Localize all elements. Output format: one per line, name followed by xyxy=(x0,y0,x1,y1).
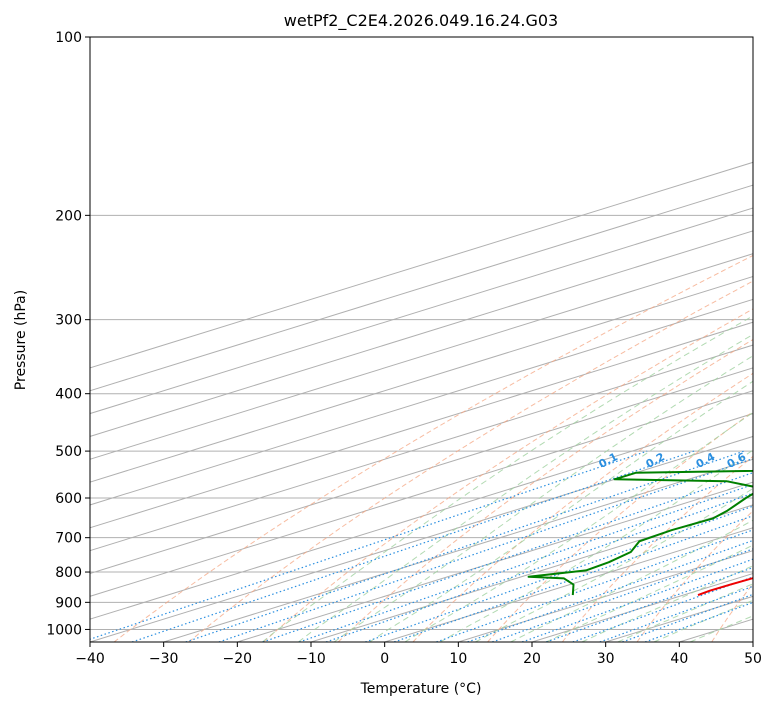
dry-adiabat xyxy=(337,338,753,642)
moist-adiabat xyxy=(475,487,753,642)
mixing-ratio-line xyxy=(325,492,753,642)
moist-adiabat xyxy=(369,380,753,642)
isotherm-line xyxy=(90,275,753,483)
x-tick-label: 40 xyxy=(670,651,688,667)
x-tick-label: −20 xyxy=(223,651,253,667)
isotherm-line xyxy=(90,413,753,620)
mixing-ratio-line xyxy=(365,505,753,642)
y-tick-label: 200 xyxy=(55,208,82,224)
moist-adiabat xyxy=(545,544,753,642)
moist-adiabat xyxy=(404,411,753,642)
mixing-ratio-line xyxy=(393,515,753,642)
isotherm-line xyxy=(237,481,753,642)
isotherm-line xyxy=(90,184,753,392)
moist-adiabat xyxy=(439,449,753,642)
dry-adiabat xyxy=(412,372,753,642)
y-tick-label: 700 xyxy=(55,531,82,547)
x-tick-label: 50 xyxy=(744,651,762,667)
isotherm-line xyxy=(90,367,753,574)
chart-title: wetPf2_C2E4.2026.049.16.24.G03 xyxy=(284,11,558,31)
y-tick-label: 900 xyxy=(55,595,82,611)
dry-adiabat xyxy=(636,510,753,642)
x-tick-label: −40 xyxy=(75,651,105,667)
dry-adiabat xyxy=(561,455,753,642)
moist-adiabat xyxy=(617,583,753,642)
x-tick-label: 20 xyxy=(523,651,541,667)
isotherm-line xyxy=(163,458,753,642)
isotherm-line xyxy=(90,298,753,506)
background-lines xyxy=(90,37,753,642)
moist-adiabat xyxy=(689,615,753,642)
mixing-ratio-line xyxy=(90,450,648,640)
dry-adiabat xyxy=(113,254,753,642)
isotherm-line xyxy=(90,207,753,415)
isotherm-line xyxy=(90,435,753,642)
mixing-ratio-line xyxy=(644,601,753,642)
x-tick-label: 30 xyxy=(597,651,615,667)
isotherm-line xyxy=(90,230,753,437)
moist-adiabat xyxy=(333,355,753,642)
isotherm-line xyxy=(90,390,753,597)
x-tick-label: −10 xyxy=(296,651,326,667)
y-tick-label: 100 xyxy=(55,30,82,46)
x-tick-label: 0 xyxy=(380,651,389,667)
dry-adiabat xyxy=(263,308,753,642)
mixing-ratio-line xyxy=(131,450,695,642)
dry-adiabat xyxy=(487,411,753,642)
profile-lines xyxy=(527,469,753,597)
axes: −40 −30 −20 −10 0 10 20 30 40 50 100 200 300 400 500 60… xyxy=(46,30,762,667)
plot-frame xyxy=(89,36,754,643)
x-axis-label: Temperature (°C) xyxy=(360,681,482,697)
moist-adiabat xyxy=(298,333,753,642)
y-tick-label: 400 xyxy=(55,387,82,403)
isotherm-line xyxy=(90,161,753,369)
isotherm-line xyxy=(384,527,753,642)
y-tick-label: 800 xyxy=(55,565,82,581)
isotherm-line xyxy=(531,572,753,642)
moist-adiabat xyxy=(262,315,753,642)
isotherm-line xyxy=(752,641,753,642)
y-tick-label: 600 xyxy=(55,491,82,507)
y-tick-label: 500 xyxy=(55,444,82,460)
mixing-ratio-line xyxy=(622,593,753,642)
mixing-ratio-label: 0.6 xyxy=(725,450,749,471)
mixing-ratio-line xyxy=(299,483,753,642)
x-tick-label: −30 xyxy=(149,651,179,667)
dry-adiabat xyxy=(188,280,753,642)
y-tick-label: 1000 xyxy=(46,622,82,638)
moist-adiabat xyxy=(510,519,753,642)
isotherm-line xyxy=(90,344,753,552)
mixing-ratio-line xyxy=(467,539,753,642)
mixing-ratio-line xyxy=(262,472,753,642)
temperature-profile xyxy=(697,577,753,597)
y-axis-label: Pressure (hPa) xyxy=(13,290,29,390)
moist-adiabat xyxy=(653,599,753,642)
dry-adiabat xyxy=(711,583,753,642)
isotherm-line xyxy=(90,321,753,529)
y-tick-label: 300 xyxy=(55,313,82,329)
dewpoint-profile xyxy=(527,469,753,596)
line-labels: 0.10.20.40.6-100-90-80-70-60-50-40-30-20… xyxy=(597,450,749,471)
moist-adiabat xyxy=(581,565,753,642)
isotherm-line xyxy=(310,504,753,642)
isotherm-line xyxy=(458,550,753,642)
x-tick-label: 10 xyxy=(449,651,467,667)
isotherm-line xyxy=(90,253,753,460)
mixing-ratio-line xyxy=(599,585,753,642)
